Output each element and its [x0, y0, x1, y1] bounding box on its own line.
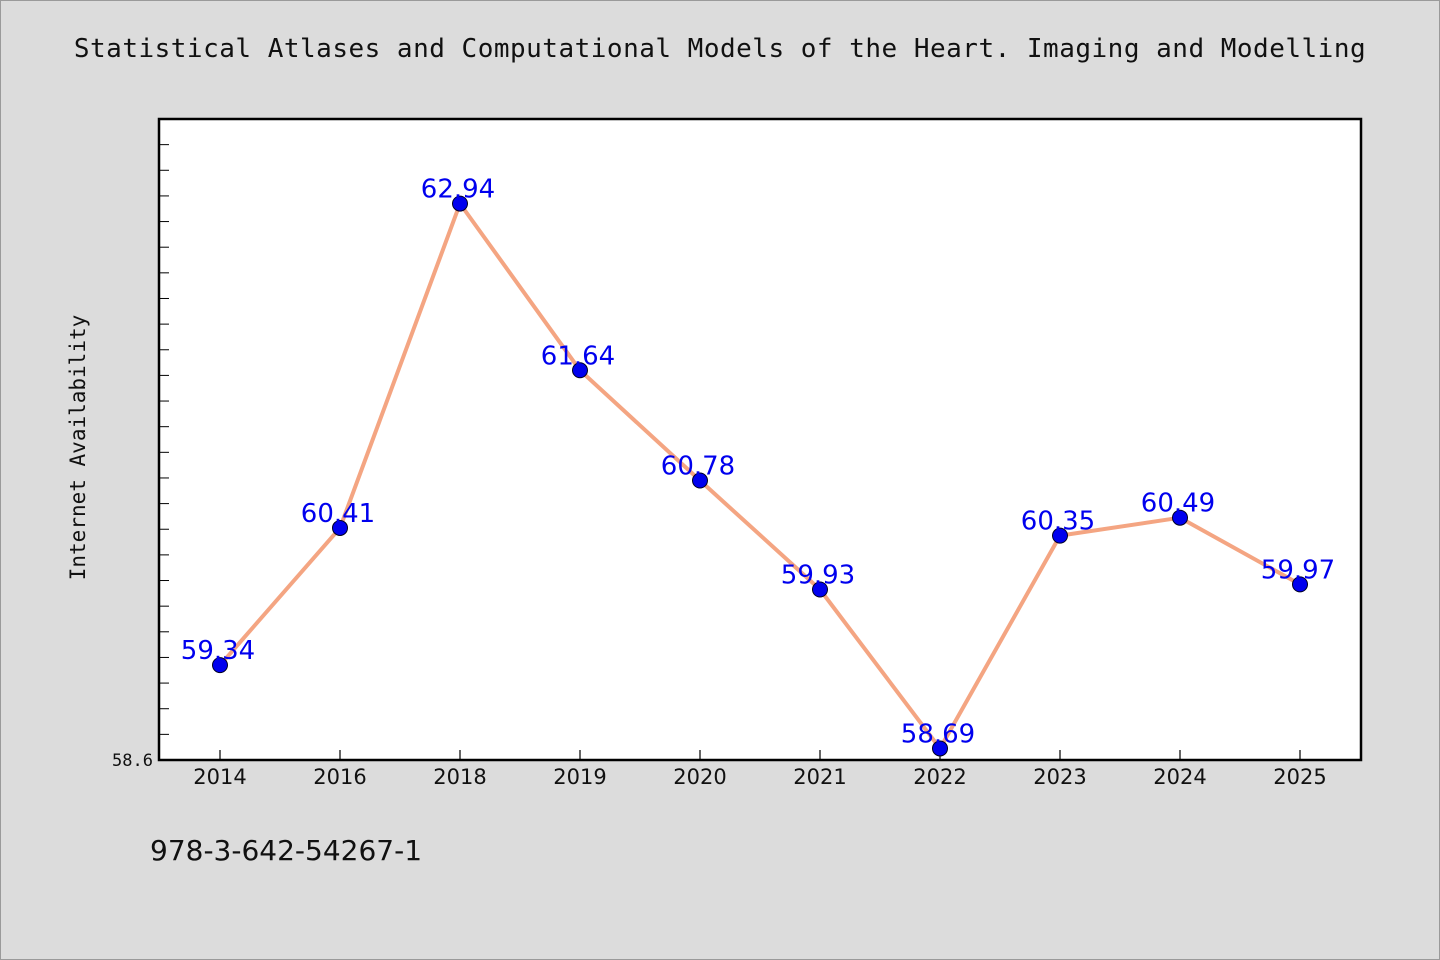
x-tick-label: 2020: [673, 765, 726, 789]
data-label: 60.49: [1141, 489, 1215, 519]
data-label: 60.35: [1021, 507, 1095, 537]
chart-title: Statistical Atlases and Computational Mo…: [73, 34, 1367, 64]
series-line: [218, 201, 1302, 751]
data-point: [1172, 509, 1188, 526]
x-tick-label: 2018: [433, 765, 486, 789]
y-axis-label: Internet Availability: [66, 315, 90, 581]
data-point: [692, 472, 708, 489]
chart-subtitle: 978-3-642-54267-1: [150, 834, 423, 867]
data-label: 59.34: [181, 636, 255, 666]
x-tick-label: 2016: [313, 765, 366, 789]
x-tick-label: 2019: [553, 765, 606, 789]
data-point: [1052, 527, 1068, 544]
data-point: [932, 740, 948, 757]
data-point: [572, 362, 588, 379]
x-tick-label: 2024: [1153, 765, 1206, 789]
data-label: 61.64: [541, 341, 615, 371]
plot-border: [157, 117, 1363, 762]
data-point: [452, 195, 468, 212]
data-point: [332, 519, 348, 536]
data-label: 59.93: [781, 560, 855, 590]
data-label: 60.41: [301, 499, 375, 529]
data-point: [812, 581, 828, 598]
data-label: 58.69: [901, 719, 975, 749]
data-point: [212, 657, 228, 674]
x-tick-label: 2025: [1273, 765, 1326, 789]
data-label: 60.78: [661, 452, 735, 482]
x-tick-label: 2021: [793, 765, 846, 789]
plot-area: 58.6 Internet Availability 2014 2016 2018 201…: [66, 117, 1363, 789]
data-label: 59.97: [1261, 555, 1335, 585]
data-label: 62.94: [421, 175, 495, 205]
y-tick-label: 58.6: [112, 751, 153, 771]
x-tick-label: 2022: [913, 765, 966, 789]
x-tick-label: 2014: [193, 765, 246, 789]
data-point: [1292, 576, 1308, 593]
x-tick-label: 2023: [1033, 765, 1086, 789]
